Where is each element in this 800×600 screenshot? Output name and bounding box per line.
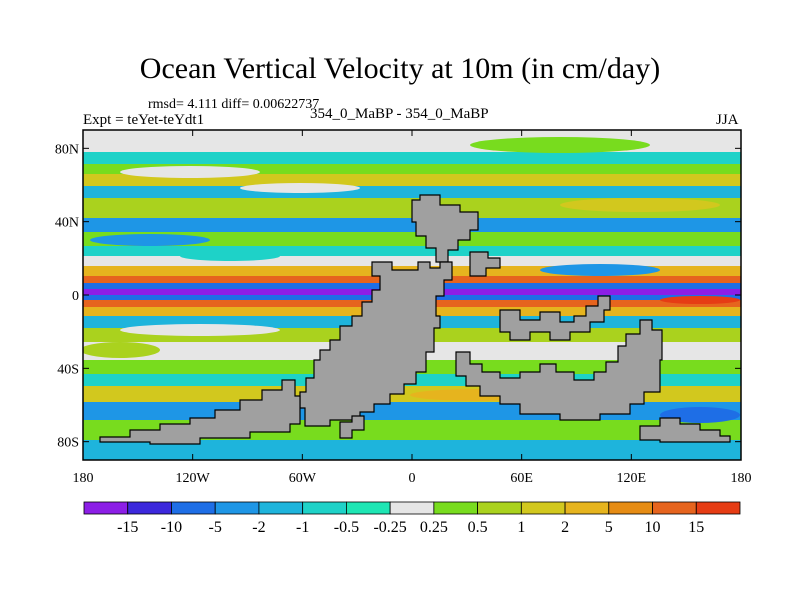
colorbar-swatch (608, 501, 653, 515)
experiment-label: Expt = teYet-teYdt1 (83, 112, 205, 128)
colorbar-label: 1 (517, 519, 525, 536)
band-antarctic-cyan (83, 440, 741, 460)
band-tropic-neutral (83, 256, 741, 266)
band-subtropic-north-blue (83, 218, 741, 232)
x-tick-label: 120E (617, 471, 647, 486)
land-antarctic-west (99, 379, 301, 445)
colorbar-label: -5 (209, 519, 222, 536)
colorbar-label: 10 (645, 519, 661, 536)
patch (120, 324, 280, 336)
band-north-cyan (83, 186, 741, 198)
patch (120, 166, 260, 178)
x-tick-label: 0 (409, 471, 416, 486)
band-north-green (83, 164, 741, 174)
band-southern-blue (83, 402, 741, 420)
colorbar-swatch (520, 501, 566, 515)
y-tick-label: 0 (72, 289, 79, 304)
x-axis: 180 120W 60W 0 60E 120E 180 (73, 130, 752, 486)
velocity-field (83, 130, 741, 460)
colorbar-label: -0.25 (373, 519, 406, 536)
colorbar-swatch (302, 501, 347, 515)
colorbar-swatch (214, 501, 260, 515)
land-australia-like (499, 295, 611, 341)
comparison-label: 354_0_MaBP - 354_0_MaBP (310, 106, 489, 122)
colorbar-swatch (695, 501, 741, 515)
land-europe-asia (411, 194, 479, 263)
land (99, 194, 731, 445)
y-axis: 80N 40N 0 40S 80S (55, 142, 741, 451)
land-asia-block (469, 251, 501, 277)
band-tropic-cyan (83, 246, 741, 256)
colorbar-label: 15 (688, 519, 704, 536)
colorbar-label: -10 (161, 519, 182, 536)
land-americas-africa (299, 261, 453, 427)
colorbar-swatch (389, 501, 435, 515)
y-tick-label: 80S (57, 436, 79, 451)
patch (90, 234, 210, 246)
patch (470, 137, 650, 153)
patch (560, 198, 720, 212)
colorbar-swatch (433, 501, 479, 515)
stats-line: rmsd= 4.111 diff= 0.00622737 (148, 97, 320, 112)
colorbar-label: 2 (561, 519, 569, 536)
y-tick-label: 40N (55, 216, 79, 231)
colorbar-label: 0.25 (420, 519, 448, 536)
colorbar-label: 5 (605, 519, 613, 536)
colorbar-swatch (477, 501, 522, 515)
patch (540, 264, 660, 276)
colorbar-swatch (171, 501, 216, 515)
colorbar-swatch (258, 501, 304, 515)
colorbar-swatch (345, 501, 391, 515)
colorbar-label: -0.5 (334, 519, 359, 536)
colorbar-label: 0.5 (468, 519, 488, 536)
patch (660, 296, 740, 304)
colorbar-label: -15 (117, 519, 138, 536)
x-tick-label: 60W (289, 471, 317, 486)
colorbar-label: -2 (252, 519, 265, 536)
colorbar-label: -1 (296, 519, 309, 536)
season-label: JJA (716, 112, 739, 128)
x-tick-label: 180 (731, 471, 752, 486)
band-arctic-cyan (83, 152, 741, 164)
colorbar-swatch (83, 501, 129, 515)
chart-title: Ocean Vertical Velocity at 10m (in cm/da… (139, 52, 661, 85)
land-small-island (339, 415, 365, 439)
land-south-block (455, 319, 663, 421)
colorbar-swatch (652, 501, 697, 515)
x-tick-label: 180 (73, 471, 94, 486)
band-north-yellow (83, 174, 741, 186)
colorbar-swatch (564, 501, 610, 515)
x-tick-label: 60E (510, 471, 533, 486)
colorbar: -15 -10 -5 -2 -1 -0.5 -0.25 0.25 0.5 1 2 5 10 15 (83, 501, 741, 536)
patch (180, 251, 280, 261)
land-antarctic-east (639, 417, 731, 443)
patch (240, 183, 360, 193)
patch (83, 342, 160, 358)
colorbar-swatch (127, 501, 172, 515)
x-tick-label: 120W (176, 471, 211, 486)
y-tick-label: 40S (57, 362, 79, 377)
band-subtropic-green (83, 232, 741, 246)
y-tick-label: 80N (55, 142, 79, 157)
